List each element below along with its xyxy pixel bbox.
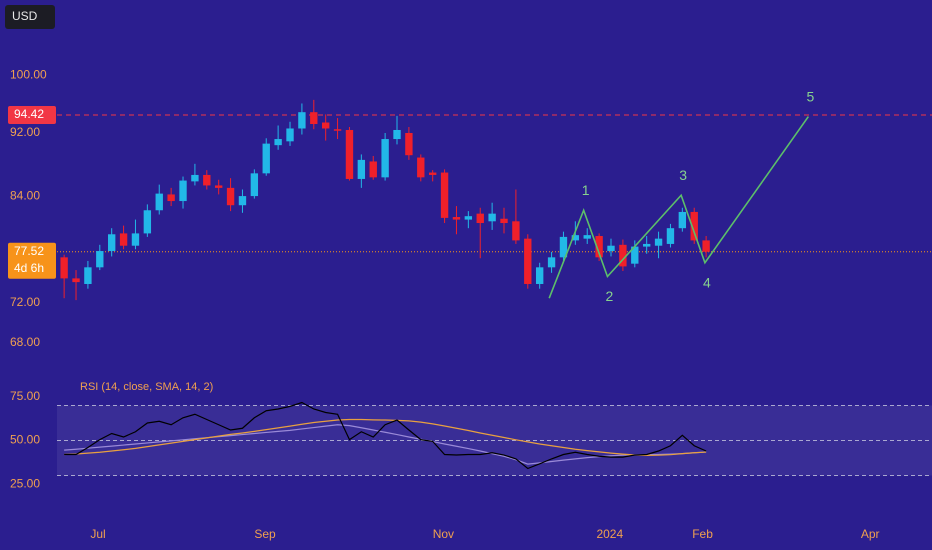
candle-body — [500, 218, 508, 224]
rsi-title: RSI (14, close, SMA, 14, 2) — [80, 381, 213, 393]
y-tick-label: 72.00 — [10, 295, 40, 309]
wave-label: 4 — [703, 274, 711, 290]
candle-body — [488, 213, 496, 222]
candle-body — [345, 129, 354, 179]
price-tag — [8, 242, 56, 279]
y-tick-label: 68.00 — [10, 335, 40, 349]
candle-body — [155, 193, 163, 211]
candle-body — [84, 267, 92, 284]
candle-body — [547, 257, 556, 268]
candle-body — [286, 128, 294, 142]
candle-body — [702, 240, 710, 252]
candle-body — [143, 210, 152, 234]
wave-label: 2 — [606, 288, 614, 304]
wave-label: 3 — [679, 167, 687, 183]
candle-body — [607, 245, 615, 252]
candle-body — [333, 129, 342, 131]
currency-label[interactable]: USD — [12, 9, 38, 23]
x-tick-label: Sep — [254, 527, 276, 541]
candle-body — [60, 257, 68, 279]
candle-body — [310, 112, 318, 125]
wave-line — [548, 116, 810, 299]
candle-body — [440, 172, 449, 218]
candle-body — [191, 174, 199, 182]
candle-body — [690, 211, 698, 241]
price-countdown: 4d 6h — [14, 261, 44, 275]
candle-body — [654, 238, 663, 246]
rsi-line — [64, 418, 707, 456]
candle-body — [631, 246, 639, 264]
rsi-line — [64, 401, 707, 470]
candle-body — [214, 185, 223, 188]
candle-body — [393, 129, 401, 140]
candle-body — [595, 236, 603, 258]
candle-body — [524, 238, 532, 284]
candle-body — [535, 267, 544, 284]
candle-body — [571, 235, 580, 241]
y-tick-label: 92.00 — [10, 125, 40, 139]
y-tick-label: 84.00 — [10, 188, 40, 202]
x-tick-label: Jul — [90, 527, 105, 541]
candle-body — [476, 213, 484, 224]
candle-body — [369, 161, 377, 178]
candle-body — [619, 244, 627, 267]
candle-body — [238, 196, 247, 206]
x-tick-label: Apr — [861, 527, 880, 541]
candle-body — [274, 139, 282, 146]
currency-button[interactable] — [5, 5, 55, 29]
candle-body — [226, 187, 235, 206]
candle-body — [131, 233, 140, 246]
y-tick-label: 25.00 — [10, 476, 40, 490]
candle-body — [512, 221, 520, 241]
price-tag-label: 77.52 — [14, 244, 44, 258]
x-tick-label: Nov — [433, 527, 454, 541]
x-tick-label: Feb — [692, 527, 713, 541]
candle-body — [417, 157, 425, 178]
candle-body — [381, 139, 389, 178]
candle-body — [678, 211, 687, 229]
candle-body — [250, 173, 259, 197]
wave-label: 5 — [806, 88, 814, 104]
x-tick-label: 2024 — [596, 527, 623, 541]
candle-body — [108, 234, 116, 252]
y-tick-label: 50.00 — [10, 433, 40, 447]
candle-body — [464, 216, 473, 220]
wave-label: 1 — [582, 182, 590, 198]
candle-body — [167, 194, 175, 202]
y-tick-label: 75.00 — [10, 389, 40, 403]
candle-body — [583, 235, 591, 239]
candle-body — [119, 233, 128, 246]
candle-body — [262, 143, 270, 174]
candle-body — [559, 236, 568, 258]
candle-body — [298, 112, 306, 129]
candle-body — [642, 243, 651, 247]
candle-body — [666, 228, 675, 244]
candle-body — [405, 132, 413, 156]
price-tag-label: 94.42 — [14, 107, 44, 121]
candle-body — [203, 174, 211, 186]
candle-body — [72, 278, 80, 283]
candle-body — [179, 180, 187, 202]
y-tick-label: 100.00 — [10, 67, 47, 81]
price-tag — [8, 105, 56, 124]
candle-body — [321, 122, 330, 129]
candle-body — [452, 217, 461, 220]
candle-body — [357, 159, 366, 179]
candle-body — [428, 172, 437, 175]
candle-body — [96, 251, 104, 268]
